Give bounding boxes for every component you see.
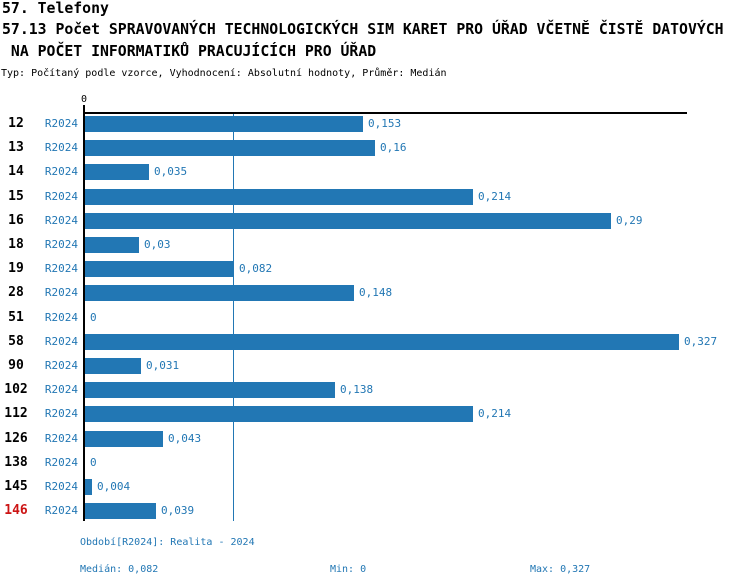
bar bbox=[85, 333, 679, 350]
bar bbox=[85, 406, 473, 423]
bar-value-label: 0,039 bbox=[161, 504, 195, 518]
row-series-label: R2024 bbox=[44, 117, 78, 130]
bar-value-label: 0,043 bbox=[168, 431, 202, 445]
bar-value-label: 0,035 bbox=[154, 165, 188, 179]
bar-value-label: 0,29 bbox=[616, 213, 643, 227]
row-id-label: 16 bbox=[8, 212, 24, 228]
bar bbox=[85, 358, 141, 374]
bar-value-label: 0,214 bbox=[478, 189, 512, 203]
chart-row: 28 R2024 0,148 bbox=[0, 283, 750, 307]
bar bbox=[85, 188, 473, 205]
row-id-label: 138 bbox=[4, 454, 28, 470]
row-series-label: R2024 bbox=[44, 213, 78, 227]
bar-value-label: 0,214 bbox=[478, 407, 512, 421]
bar bbox=[85, 212, 611, 229]
row-id-label: 102 bbox=[4, 382, 28, 398]
indicator-title-line-2: NA POČET INFORMATIKŮ PRACUJÍCÍCH PRO ÚŘA… bbox=[2, 43, 377, 60]
chart-row: 14 R2024 0,035 bbox=[0, 162, 750, 186]
footer-max: Max: 0,327 bbox=[530, 564, 591, 575]
footer-min: Min: 0 bbox=[330, 564, 367, 575]
row-id-label: 112 bbox=[4, 406, 28, 422]
footer-period: Období[R2024]: Realita - 2024 bbox=[80, 537, 255, 548]
row-id-label: 146 bbox=[4, 503, 28, 519]
row-series-label: R2024 bbox=[44, 383, 78, 397]
row-series-label: R2024 bbox=[44, 238, 78, 251]
row-id-label: 145 bbox=[4, 479, 28, 494]
chart-row: 16 R2024 0,29 bbox=[0, 211, 750, 235]
bar-value-label: 0,138 bbox=[340, 383, 374, 397]
x-axis-zero-label: 0 bbox=[80, 94, 88, 105]
row-series-label: R2024 bbox=[44, 189, 78, 203]
bar bbox=[85, 164, 149, 181]
bar-value-label: 0,153 bbox=[368, 117, 402, 130]
row-id-label: 28 bbox=[8, 285, 24, 301]
row-id-label: 13 bbox=[8, 140, 24, 156]
bar-value-label: 0,082 bbox=[239, 262, 273, 276]
footer-median: Medián: 0,082 bbox=[80, 564, 159, 575]
row-series-label: R2024 bbox=[44, 262, 78, 276]
bar bbox=[85, 237, 139, 253]
row-series-label: R2024 bbox=[44, 455, 78, 469]
report-section-title: 57. Telefony bbox=[2, 0, 109, 17]
bar bbox=[85, 285, 354, 302]
bar bbox=[85, 430, 163, 447]
row-id-label: 15 bbox=[8, 188, 24, 204]
row-series-label: R2024 bbox=[44, 141, 78, 155]
bar bbox=[85, 382, 335, 399]
chart-row: 13 R2024 0,16 bbox=[0, 138, 750, 162]
chart-row: 126 R2024 0,043 bbox=[0, 429, 750, 453]
bar-value-label: 0,16 bbox=[380, 141, 407, 155]
bar bbox=[85, 261, 234, 278]
bar bbox=[85, 116, 363, 132]
chart-row: 58 R2024 0,327 bbox=[0, 332, 750, 356]
row-id-label: 19 bbox=[8, 261, 24, 277]
row-id-label: 18 bbox=[8, 237, 24, 252]
indicator-meta: Typ: Počítaný podle vzorce, Vyhodnocení:… bbox=[1, 68, 447, 79]
median-line bbox=[233, 114, 234, 521]
row-series-label: R2024 bbox=[44, 334, 78, 348]
row-id-label: 51 bbox=[8, 309, 24, 325]
chart-row: 51 R2024 0 bbox=[0, 308, 750, 332]
bar-value-label: 0 bbox=[90, 455, 97, 469]
chart-row: 15 R2024 0,214 bbox=[0, 187, 750, 211]
row-series-label: R2024 bbox=[44, 504, 78, 518]
bar bbox=[85, 479, 92, 495]
row-id-label: 12 bbox=[8, 116, 24, 131]
bar-value-label: 0,03 bbox=[144, 238, 171, 251]
bar-value-label: 0 bbox=[90, 310, 97, 324]
row-id-label: 58 bbox=[8, 333, 24, 349]
chart-row: 112 R2024 0,214 bbox=[0, 404, 750, 428]
y-axis-line bbox=[83, 105, 85, 521]
row-series-label: R2024 bbox=[44, 310, 78, 324]
bar-value-label: 0,031 bbox=[146, 359, 180, 372]
chart-row: 146 R2024 0,039 bbox=[0, 501, 750, 525]
row-series-label: R2024 bbox=[44, 165, 78, 179]
chart-row: 12 R2024 0,153 bbox=[0, 114, 750, 138]
row-series-label: R2024 bbox=[44, 480, 78, 493]
row-id-label: 14 bbox=[8, 164, 24, 180]
chart-row: 102 R2024 0,138 bbox=[0, 380, 750, 404]
chart-row: 138 R2024 0 bbox=[0, 453, 750, 477]
bar-value-label: 0,148 bbox=[359, 286, 393, 300]
row-series-label: R2024 bbox=[44, 407, 78, 421]
row-id-label: 90 bbox=[8, 358, 24, 373]
bar bbox=[85, 503, 156, 520]
row-series-label: R2024 bbox=[44, 359, 78, 372]
chart-row: 19 R2024 0,082 bbox=[0, 259, 750, 283]
row-id-label: 126 bbox=[4, 430, 28, 446]
row-series-label: R2024 bbox=[44, 431, 78, 445]
chart-row: 145 R2024 0,004 bbox=[0, 477, 750, 501]
chart-row: 90 R2024 0,031 bbox=[0, 356, 750, 380]
indicator-title-line-1: 57.13 Počet SPRAVOVANÝCH TECHNOLOGICKÝCH… bbox=[2, 21, 724, 38]
bar-value-label: 0,327 bbox=[684, 334, 718, 348]
row-series-label: R2024 bbox=[44, 286, 78, 300]
bar bbox=[85, 140, 375, 157]
bar-value-label: 0,004 bbox=[97, 480, 131, 493]
chart-row: 18 R2024 0,03 bbox=[0, 235, 750, 259]
x-axis-line bbox=[85, 112, 687, 114]
